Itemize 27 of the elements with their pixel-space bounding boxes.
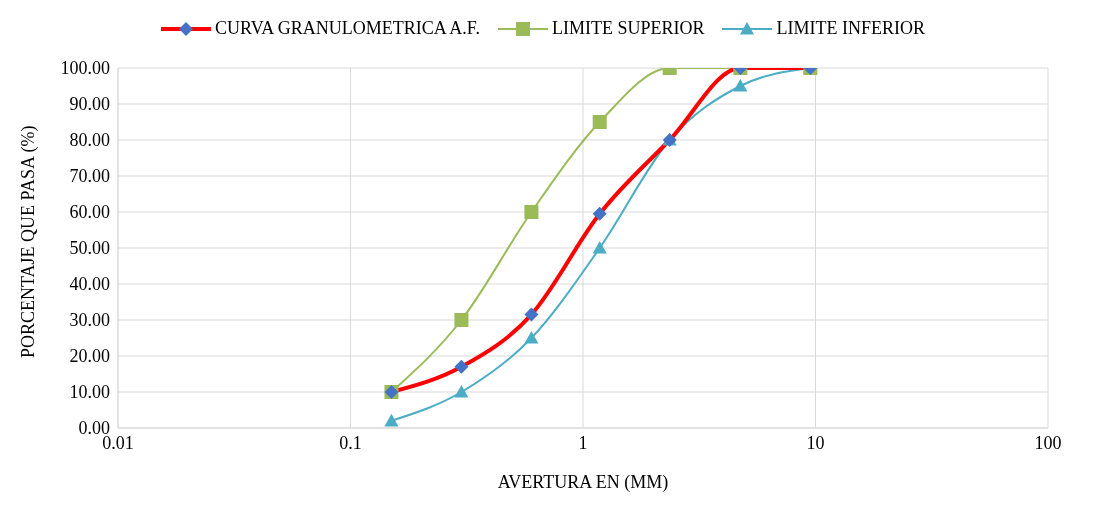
legend-label: LIMITE SUPERIOR: [551, 18, 705, 39]
point: [524, 205, 539, 219]
y-tick-label: 40.00: [69, 274, 110, 295]
point: [384, 413, 399, 427]
x-tick-label: 1: [578, 432, 588, 453]
y-axis-title: PORCENTAJE QUE PASA (%): [18, 125, 40, 358]
point: [592, 115, 607, 129]
y-tick-label: 60.00: [69, 202, 110, 223]
point: [524, 331, 539, 344]
y-tick-label: 20.00: [69, 346, 110, 367]
y-tick-label: 80.00: [69, 130, 110, 151]
point: [454, 313, 469, 327]
y-tick-label: 90.00: [69, 94, 110, 115]
point: [733, 79, 748, 92]
legend-label: LIMITE INFERIOR: [776, 18, 925, 39]
y-tick-label: 30.00: [69, 310, 110, 331]
x-tick-label: 100: [1034, 432, 1062, 453]
point: [592, 241, 607, 254]
legend-label: CURVA GRANULOMETRICA A.F.: [215, 18, 480, 39]
y-tick-label: 100.00: [60, 58, 110, 79]
x-tick-label: 10: [806, 432, 825, 453]
point: [454, 385, 469, 398]
x-axis-title: AVERTURA EN (MM): [497, 472, 669, 493]
y-tick-label: 50.00: [69, 238, 110, 259]
y-tick-label: 10.00: [69, 382, 110, 403]
x-tick-label: 0.1: [339, 432, 362, 453]
y-tick-label: 70.00: [69, 166, 110, 187]
